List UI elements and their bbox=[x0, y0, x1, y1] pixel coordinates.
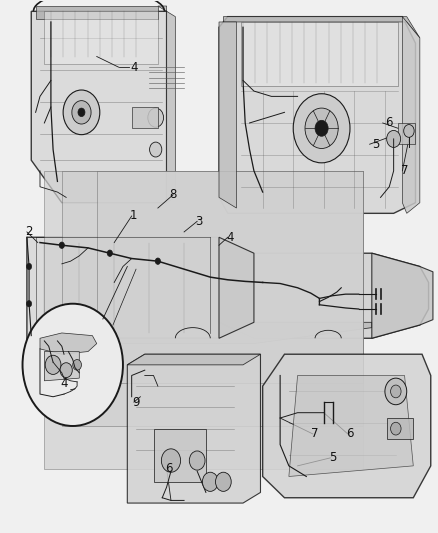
Polygon shape bbox=[223, 17, 420, 38]
Text: 1: 1 bbox=[130, 209, 138, 222]
Polygon shape bbox=[31, 11, 166, 203]
Text: 5: 5 bbox=[329, 451, 336, 464]
Circle shape bbox=[26, 301, 32, 307]
Circle shape bbox=[78, 108, 85, 117]
Text: 5: 5 bbox=[372, 138, 380, 151]
Polygon shape bbox=[263, 354, 431, 498]
Circle shape bbox=[215, 472, 231, 491]
Text: 8: 8 bbox=[170, 188, 177, 201]
Polygon shape bbox=[44, 11, 158, 64]
Polygon shape bbox=[219, 22, 237, 208]
Text: 4: 4 bbox=[226, 231, 233, 244]
Polygon shape bbox=[40, 333, 97, 354]
Text: 3: 3 bbox=[196, 215, 203, 228]
Circle shape bbox=[155, 258, 160, 264]
Circle shape bbox=[305, 108, 338, 149]
Polygon shape bbox=[44, 352, 79, 381]
Circle shape bbox=[391, 385, 401, 398]
Polygon shape bbox=[127, 354, 261, 503]
Circle shape bbox=[59, 242, 64, 248]
Circle shape bbox=[148, 108, 163, 127]
Text: 4: 4 bbox=[130, 61, 138, 74]
Polygon shape bbox=[219, 237, 254, 338]
Polygon shape bbox=[241, 22, 398, 86]
Circle shape bbox=[26, 263, 32, 270]
Polygon shape bbox=[132, 107, 158, 128]
Circle shape bbox=[73, 360, 81, 370]
Polygon shape bbox=[27, 322, 372, 344]
Circle shape bbox=[315, 120, 328, 136]
Text: 4: 4 bbox=[60, 377, 68, 390]
Circle shape bbox=[60, 363, 72, 377]
Text: 6: 6 bbox=[385, 117, 393, 130]
Circle shape bbox=[72, 101, 91, 124]
Polygon shape bbox=[372, 253, 433, 338]
Circle shape bbox=[387, 131, 401, 148]
Polygon shape bbox=[219, 17, 416, 213]
Polygon shape bbox=[398, 123, 416, 144]
Polygon shape bbox=[44, 171, 363, 469]
Circle shape bbox=[202, 472, 218, 491]
Text: 7: 7 bbox=[401, 164, 408, 177]
Text: 7: 7 bbox=[311, 427, 319, 440]
Polygon shape bbox=[289, 375, 413, 477]
Text: 6: 6 bbox=[165, 462, 173, 475]
Polygon shape bbox=[219, 237, 428, 338]
Circle shape bbox=[385, 378, 407, 405]
Text: 6: 6 bbox=[346, 427, 354, 440]
Circle shape bbox=[22, 304, 123, 426]
Polygon shape bbox=[62, 171, 363, 426]
Polygon shape bbox=[35, 6, 158, 19]
Polygon shape bbox=[158, 6, 175, 203]
Polygon shape bbox=[403, 17, 420, 213]
Circle shape bbox=[107, 250, 113, 256]
Polygon shape bbox=[127, 354, 261, 365]
Circle shape bbox=[63, 90, 100, 135]
Polygon shape bbox=[153, 429, 206, 482]
Circle shape bbox=[404, 125, 414, 138]
Circle shape bbox=[45, 356, 61, 374]
Circle shape bbox=[391, 422, 401, 435]
Circle shape bbox=[161, 449, 180, 472]
Circle shape bbox=[189, 451, 205, 470]
Polygon shape bbox=[97, 171, 363, 383]
Text: 2: 2 bbox=[25, 225, 33, 238]
Circle shape bbox=[293, 94, 350, 163]
Text: 9: 9 bbox=[132, 395, 140, 409]
Polygon shape bbox=[387, 418, 413, 439]
Circle shape bbox=[150, 142, 162, 157]
Polygon shape bbox=[27, 237, 254, 338]
